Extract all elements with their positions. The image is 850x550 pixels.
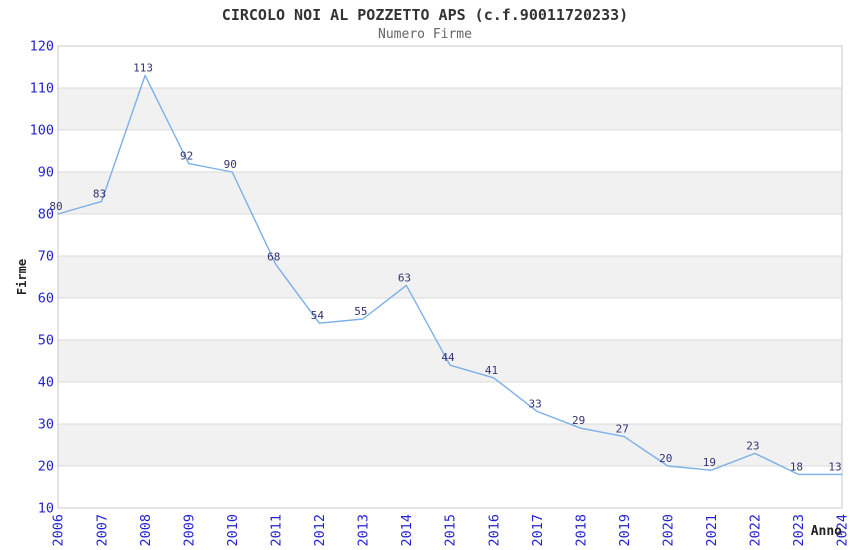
chart-subtitle: Numero Firme <box>378 27 472 42</box>
x-tick-label: 2014 <box>399 514 415 547</box>
data-point-label: 44 <box>441 351 455 364</box>
x-tick-label: 2013 <box>356 514 372 547</box>
data-point-label: 13 <box>828 460 841 473</box>
data-point-label: 33 <box>528 397 541 410</box>
y-tick-label: 40 <box>38 375 54 391</box>
y-tick-label: 70 <box>38 249 54 265</box>
x-tick-label: 2009 <box>181 514 197 547</box>
x-tick-label: 2016 <box>486 514 502 547</box>
data-point-label: 29 <box>572 414 585 427</box>
data-point-label: 18 <box>790 460 803 473</box>
data-point-label: 27 <box>616 423 629 436</box>
data-point-label: 19 <box>703 456 716 469</box>
x-tick-label: 2010 <box>225 514 241 547</box>
x-tick-label: 2017 <box>530 514 546 547</box>
y-tick-label: 100 <box>30 123 54 139</box>
x-tick-label: 2012 <box>312 514 328 547</box>
band-fill <box>58 172 842 214</box>
y-tick-label: 110 <box>30 81 54 97</box>
x-tick-label: 2024 <box>835 514 850 547</box>
data-point-label: 63 <box>398 271 411 284</box>
plot-border <box>57 45 843 509</box>
x-tick-label: 2008 <box>138 514 154 547</box>
x-tick-label: 2020 <box>661 514 677 547</box>
band-fill <box>58 256 842 298</box>
x-axis-title: Anno <box>811 524 842 539</box>
y-tick-label: 50 <box>38 333 54 349</box>
data-point-label: 83 <box>93 187 106 200</box>
x-tick-label: 2007 <box>94 514 110 547</box>
data-point-label: 80 <box>49 200 62 213</box>
y-tick-label: 80 <box>38 207 54 223</box>
data-point-label: 92 <box>180 150 193 163</box>
x-tick-label: 2022 <box>748 514 764 547</box>
x-tick-label: 2015 <box>443 514 459 547</box>
chart-title: CIRCOLO NOI AL POZZETTO APS (c.f.9001172… <box>221 6 629 24</box>
x-tick-label: 2023 <box>791 514 807 547</box>
y-tick-label: 120 <box>30 39 54 55</box>
y-tick-label: 60 <box>38 291 54 307</box>
data-point-label: 90 <box>224 158 237 171</box>
data-point-label: 68 <box>267 250 280 263</box>
y-axis-title: Firme <box>15 259 29 295</box>
data-point-label: 20 <box>659 452 672 465</box>
x-tick-label: 2006 <box>51 514 67 547</box>
firme-line <box>57 74 843 476</box>
x-tick-label: 2021 <box>704 514 720 547</box>
x-tick-label: 2018 <box>573 514 589 547</box>
y-tick-label: 10 <box>38 501 54 517</box>
data-point-label: 54 <box>311 309 325 322</box>
data-point-label: 55 <box>354 305 367 318</box>
y-tick-label: 90 <box>38 165 54 181</box>
x-tick-label: 2011 <box>269 514 285 547</box>
band-fill <box>58 340 842 382</box>
y-tick-label: 20 <box>38 459 54 475</box>
data-point-label: 113 <box>133 61 153 74</box>
band-fill <box>58 424 842 466</box>
band-fill <box>58 88 842 130</box>
y-tick-label: 30 <box>38 417 54 433</box>
data-point-label: 41 <box>485 364 498 377</box>
data-point-label: 23 <box>746 439 759 452</box>
x-tick-label: 2019 <box>617 514 633 547</box>
